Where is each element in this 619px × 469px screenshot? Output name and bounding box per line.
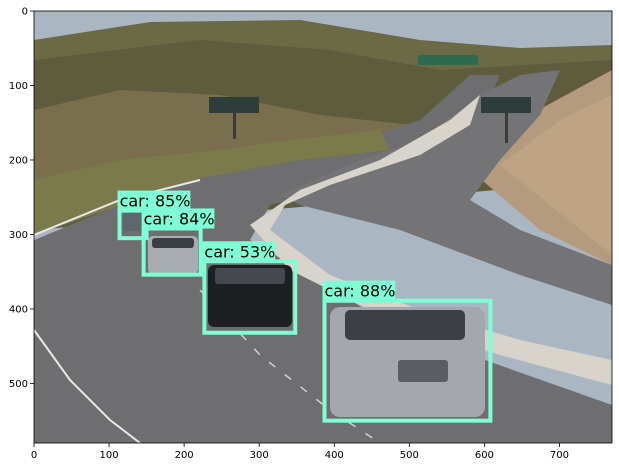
axes-frame [33,10,613,444]
y-tick-label: 0 [22,7,28,18]
x-tick-label: 0 [31,450,37,461]
y-axis-ticks: 0 100 200 300 400 500 [9,7,34,390]
x-tick-label: 500 [400,450,419,461]
x-tick-label: 100 [100,450,119,461]
detection-label: car: 88% [325,282,396,301]
detection-boxes: car: 85%car: 84% car: 53% car: 88% [117,190,493,423]
x-axis-ticks: 0 100 200 300 400 500 600 700 [31,443,569,461]
y-tick-label: 500 [9,379,28,390]
detection-label: car: 84% [144,209,215,228]
y-tick-label: 200 [9,155,28,166]
detection-label-bg [117,190,191,211]
detection-box [322,298,493,423]
x-tick-label: 300 [250,450,269,461]
road-photo [34,11,612,443]
detection-label-bg [202,241,276,262]
x-tick-label: 400 [325,450,344,461]
detection-label: car: 85% [120,192,191,211]
x-tick-label: 600 [475,450,494,461]
y-tick-label: 300 [9,230,28,241]
x-tick-label: 200 [175,450,194,461]
x-tick-label: 700 [550,450,569,461]
detection-label-bg [141,208,215,229]
y-tick-label: 400 [9,304,28,315]
y-tick-label: 100 [9,81,28,92]
detection-label-bg [322,280,396,301]
detection-label: car: 53% [204,242,275,261]
